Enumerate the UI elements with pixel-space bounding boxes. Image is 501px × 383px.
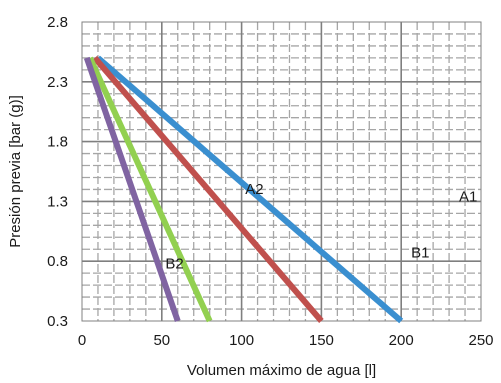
x-axis-title: Volumen máximo de agua [l] [187, 362, 376, 379]
series-line-b1 [92, 55, 324, 323]
plot-frame [81, 21, 482, 322]
series-line-a2 [87, 56, 213, 323]
x-tick-label: 50 [153, 332, 170, 349]
y-axis-title: Presión previa [bar (g)] [7, 95, 24, 248]
x-tick-label: 250 [468, 332, 493, 349]
y-tick-label: 0.8 [47, 253, 68, 270]
series-label-a2: A2 [245, 181, 263, 198]
x-tick-label: 100 [229, 332, 254, 349]
y-tick-label: 1.8 [47, 134, 68, 151]
y-tick-label: 2.3 [47, 74, 68, 91]
x-tick-label: 150 [309, 332, 334, 349]
y-tick-label: 1.3 [47, 193, 68, 210]
x-tick-label: 200 [389, 332, 414, 349]
series-line-b2 [83, 56, 181, 322]
x-tick-label: 0 [78, 332, 86, 349]
series-lines [83, 55, 404, 324]
series-label-b1: B1 [411, 245, 429, 262]
series-label-b2: B2 [165, 255, 183, 272]
series-line-a1 [95, 55, 404, 324]
y-tick-labels: 0.3 0.8 1.3 1.8 2.3 2.8 [47, 14, 68, 330]
series-labels: A1 B1 A2 B2 [165, 181, 477, 272]
series-label-a1: A1 [459, 188, 477, 205]
minor-grid [82, 22, 481, 321]
y-tick-label: 2.8 [47, 14, 68, 31]
y-tick-label: 0.3 [47, 313, 68, 330]
x-tick-labels: 0 50 100 150 200 250 [78, 332, 494, 349]
